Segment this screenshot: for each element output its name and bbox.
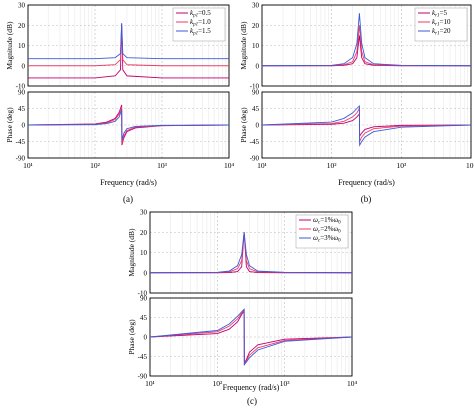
y-tick-label: 0 [144, 334, 148, 342]
panel-a-magnitude-axes: -10 0 10 20 30 Magnitude (dB) [5, 2, 230, 91]
y-tick-label: 0 [22, 62, 26, 70]
x-tick-label: 10³ [157, 161, 168, 170]
y-tick-label: 90 [252, 89, 260, 97]
y-tick-label: -10 [16, 83, 26, 91]
y-tick-label: 30 [252, 2, 260, 10]
panel-a-phase-axes: 10¹ 10² 10³ 10⁴ -90 -45 0 45 90 Phase (deg) [5, 89, 234, 171]
panel-c-phase-axes: 10¹ 10² 10³ 10⁴ -90 -45 0 45 90 Phase (deg) [127, 295, 357, 389]
panel-b-magnitude-axes: -10 0 10 20 30 Magnitude (dB) [239, 2, 472, 91]
x-tick-label: 10³ [280, 379, 291, 388]
x-tick-label: 10² [327, 161, 338, 170]
y-tick-label: 0 [22, 122, 26, 130]
panel-b-phase-axes: 10¹ 10² 10³ 10⁴ -90 -45 0 45 90 Phase (deg) [239, 89, 474, 171]
y-tick-label: 0 [256, 62, 260, 70]
y-tick-label: 30 [140, 209, 148, 217]
x-tick-label: 10³ [396, 161, 407, 170]
panel-b-phase-series-group [261, 104, 472, 147]
panel-c-caption: (c) [247, 396, 257, 406]
y-tick-label: 30 [18, 2, 26, 10]
panel-b-xlabel: Frequency (rad/s) [338, 178, 395, 187]
legend-entry: ωc=3%ω0 [313, 234, 341, 244]
panel-b-phase-ylabel: Phase (deg) [239, 107, 248, 143]
panel-b-magnitude-frame [261, 4, 472, 87]
legend-entry: kr1=10 [432, 18, 451, 28]
legend-entry: kp1=1.0 [190, 18, 211, 28]
y-tick-label: -45 [250, 138, 260, 146]
y-tick-label: -90 [16, 155, 26, 163]
panel-b-magnitude-ylabel: Magnitude (dB) [239, 21, 248, 70]
panel-b-phase-series-3 [261, 104, 472, 147]
y-tick-label: 45 [18, 105, 26, 113]
x-tick-label: 10² [212, 379, 223, 388]
panel-a-phase-ylabel: Phase (deg) [5, 107, 14, 143]
y-tick-label: 90 [140, 295, 148, 303]
y-tick-label: 20 [252, 22, 260, 30]
y-tick-label: 45 [252, 105, 260, 113]
y-tick-label: -90 [138, 373, 148, 381]
panel-c-xlabel: Frequency (rad/s) [223, 383, 280, 392]
y-tick-label: 0 [144, 269, 148, 277]
panel-a-phase-series-group [27, 104, 230, 146]
y-tick-label: 20 [140, 229, 148, 237]
y-tick-label: 0 [256, 122, 260, 130]
y-tick-label: 10 [18, 42, 26, 50]
y-tick-label: -45 [138, 353, 148, 361]
legend-box [295, 214, 349, 249]
x-tick-label: 10² [90, 161, 101, 170]
legend-entry: kr1=20 [432, 27, 451, 37]
panel-c-magnitude-frame [149, 211, 353, 294]
y-tick-label: 10 [252, 42, 260, 50]
panel-b-magnitude-series-group [261, 13, 472, 67]
panel-a-magnitude-frame [27, 4, 230, 87]
y-tick-label: -10 [138, 290, 148, 298]
panel-a-magnitude-series-group [28, 23, 229, 79]
panel-b-magnitude-series-3 [261, 13, 472, 67]
y-tick-label: -90 [250, 155, 260, 163]
x-tick-label: 10¹ [23, 161, 33, 170]
panel-c-phase-series-3 [149, 308, 353, 367]
panel-c-phase-series-group [149, 308, 353, 367]
legend-entry: kp1=1.5 [190, 27, 211, 37]
panel-b-caption: (b) [361, 194, 372, 204]
panel-a-caption: (a) [123, 194, 133, 204]
y-tick-label: 90 [18, 89, 26, 97]
panel-c-magnitude-series-3 [149, 232, 353, 274]
panel-c-magnitude-series-group [149, 232, 353, 274]
panel-a-xlabel: Frequency (rad/s) [100, 178, 157, 187]
panel-b-magnitude-series-1 [262, 35, 471, 67]
legend-entry: kp1=0.5 [190, 9, 211, 19]
panel-c-magnitude-ylabel: Magnitude (dB) [127, 228, 136, 277]
panel-a-magnitude-series-3 [28, 23, 229, 60]
y-tick-label: -10 [250, 83, 260, 91]
legend-entry: ωc=1%ω0 [313, 216, 341, 226]
panel-a-phase-series-3 [27, 109, 230, 141]
legend-entry: ωc=2%ω0 [313, 225, 341, 235]
panel-a-magnitude-ylabel: Magnitude (dB) [5, 21, 14, 70]
x-tick-label: 10⁴ [347, 379, 358, 388]
x-tick-label: 10¹ [257, 161, 267, 170]
y-tick-label: 20 [18, 22, 26, 30]
y-tick-label: -45 [16, 138, 26, 146]
x-tick-label: 10⁴ [466, 161, 474, 170]
x-tick-label: 10⁴ [224, 161, 235, 170]
y-tick-label: 10 [140, 249, 148, 257]
x-tick-label: 10¹ [145, 379, 155, 388]
legend-entry: kr1=5 [432, 9, 448, 19]
panel-c-phase-ylabel: Phase (deg) [127, 319, 136, 355]
y-tick-label: 45 [140, 314, 148, 322]
panel-b-magnitude-series-2 [261, 25, 472, 67]
